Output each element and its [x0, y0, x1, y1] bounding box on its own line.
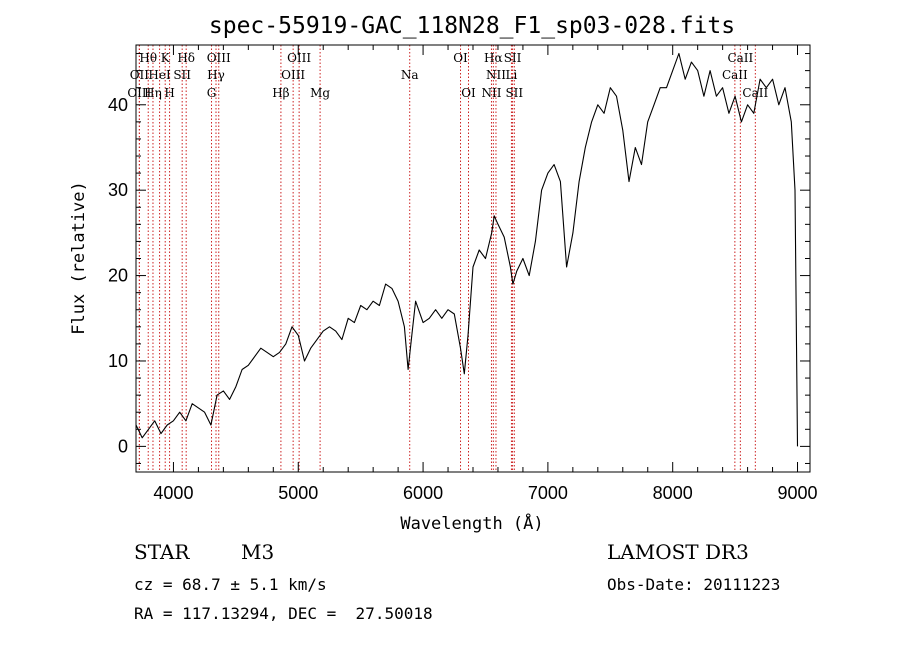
line-label-24: SII	[505, 86, 523, 100]
obs-date: Obs-Date: 20111223	[607, 575, 780, 594]
y-tick-label: 0	[118, 436, 128, 456]
line-label-25: CaII	[727, 51, 753, 65]
line-label-6: H	[164, 86, 174, 100]
line-label-20: SII	[504, 51, 522, 65]
line-label-19: Hα	[484, 51, 503, 65]
line-label-23: NII	[481, 86, 501, 100]
survey-name: LAMOST DR3	[607, 540, 749, 564]
y-tick-label: 10	[108, 351, 128, 371]
line-label-14: Hβ	[272, 86, 289, 100]
line-label-27: CaII	[742, 86, 768, 100]
line-label-15: Mg	[310, 86, 330, 100]
y-tick-label: 40	[108, 95, 128, 115]
line-label-4: K	[161, 51, 171, 65]
y-tick-label: 30	[108, 180, 128, 200]
line-label-22: Li	[506, 68, 518, 82]
line-label-8: SII	[173, 68, 191, 82]
line-label-26: CaII	[722, 68, 748, 82]
x-tick-label: 6000	[403, 483, 443, 503]
line-label-0: Hθ	[139, 51, 157, 65]
x-tick-label: 8000	[653, 483, 693, 503]
line-label-16: Na	[401, 68, 419, 82]
series-layer	[135, 52, 799, 447]
line-label-18: OI	[461, 86, 476, 100]
line-label-10: Hγ	[207, 68, 225, 82]
object-class: STAR	[134, 540, 190, 564]
ra-dec-text: RA = 117.13294, DEC = 27.50018	[134, 604, 433, 623]
line-label-13: OIII	[281, 68, 305, 82]
line-label-11: G	[207, 86, 217, 100]
line-label-5: HeI	[148, 68, 171, 82]
spectral-line-markers	[138, 45, 756, 472]
x-tick-label: 9000	[777, 483, 817, 503]
axis-ticks: 4000 5000 6000 7000 8000 9000 0 10 20 30 40	[108, 45, 818, 503]
line-label-2: OIII	[127, 86, 151, 100]
plot-frame	[135, 44, 811, 473]
line-label-1: OII	[130, 68, 150, 82]
line-label-17: OI	[453, 51, 468, 65]
x-axis-label: Wavelength (Å)	[400, 512, 543, 534]
line-label-3: Hη	[144, 86, 162, 100]
spectrum-line	[135, 52, 799, 447]
chart-title: spec-55919-GAC_118N28_F1_sp03-028.fits	[209, 13, 735, 39]
redshift-text: cz = 68.7 ± 5.1 km/s	[134, 575, 327, 594]
object-subclass: M3	[241, 540, 274, 564]
y-axis-label: Flux (relative)	[69, 181, 89, 335]
x-tick-label: 4000	[153, 483, 193, 503]
x-tick-label: 7000	[528, 483, 568, 503]
line-label-12: OIII	[287, 51, 311, 65]
y-tick-label: 20	[108, 266, 128, 286]
x-tick-label: 5000	[278, 483, 318, 503]
line-label-21: NII	[486, 68, 506, 82]
line-label-7: Hδ	[177, 51, 195, 65]
line-label-9: OIII	[207, 51, 231, 65]
